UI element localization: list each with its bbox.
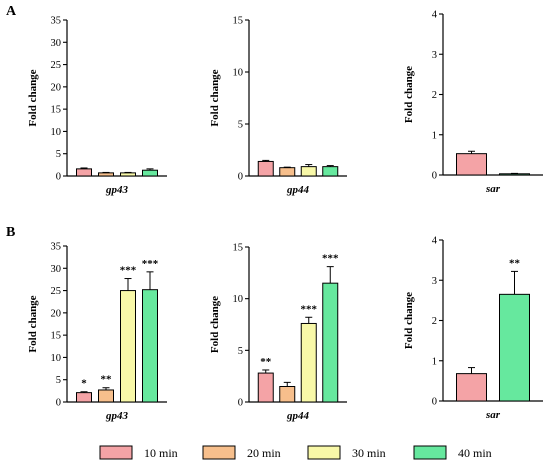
legend-item: 10 min [99,445,178,460]
significance-label: ** [101,374,113,386]
y-tick-label: 5 [56,375,61,386]
legend-label: 20 min [247,446,281,460]
y-tick-label: 2 [432,90,437,101]
y-tick-label: 0 [432,397,437,408]
bar-20-min [98,389,114,403]
bar-10-min [456,373,487,402]
y-axis-title: Fold change [209,69,221,126]
y-tick-label: 10 [233,294,244,305]
y-tick-label: 1 [432,356,437,367]
x-axis-label: gp44 [286,410,310,422]
bar-10-min [456,153,487,176]
y-axis-title: Fold change [403,292,415,349]
panel-label-b: B [6,225,15,240]
bar-40-min [499,173,530,176]
x-axis-label: sar [485,183,501,195]
bar-30-min [300,322,317,403]
legend-swatch [202,445,236,460]
chart-b-sar: 0 1 2 3 4 Fold change sar ** [403,236,543,421]
y-tick-label: 20 [51,308,62,319]
x-axis-label: gp43 [105,184,129,196]
y-tick-label: 20 [51,82,62,93]
bar-20-min [279,167,296,177]
bar-10-min [76,392,92,403]
y-tick-label: 15 [233,16,244,27]
significance-label: ** [260,356,272,368]
legend-swatch [307,445,341,460]
y-tick-label: 10 [51,127,62,138]
significance-label: *** [120,265,137,277]
x-axis-label: sar [485,409,501,421]
y-tick-label: 0 [238,172,243,183]
y-tick-label: 1 [432,130,437,141]
y-tick-label: 5 [56,149,61,160]
bar-20-min [279,386,296,403]
y-tick-label: 4 [432,236,438,247]
x-axis-label: gp43 [105,410,129,422]
y-tick-label: 15 [51,331,62,342]
legend: 10 min 20 min 30 min 40 min [99,445,492,460]
y-tick-label: 15 [233,243,244,254]
bar-10-min [76,168,92,177]
bar-40-min [322,166,339,177]
legend-label: 40 min [458,446,492,460]
y-tick-label: 0 [56,172,61,183]
significance-label: *** [142,258,159,270]
significance-label: *** [301,303,318,315]
chart-a-gp44: 0 5 10 15 Fold change gp44 [209,16,347,196]
panel-label-a: A [6,4,17,19]
bar-30-min [300,166,317,177]
y-tick-label: 10 [51,353,62,364]
legend-swatch [99,445,133,460]
y-tick-label: 30 [51,38,62,49]
legend-item: 30 min [307,445,386,460]
legend-label: 10 min [144,446,178,460]
y-tick-label: 35 [51,242,62,253]
y-tick-label: 0 [56,398,61,409]
y-axis-title: Fold change [403,66,415,123]
y-tick-label: 35 [51,16,62,27]
chart-a-gp43: 0 5 10 15 20 25 30 35 Fold change gp43 [27,16,167,196]
y-tick-label: 4 [432,10,438,21]
legend-swatch [413,445,447,460]
y-tick-label: 25 [51,286,62,297]
bar-10-min [257,372,274,403]
bar-30-min [120,172,136,177]
y-tick-label: 3 [432,50,437,61]
y-tick-label: 15 [51,105,62,116]
y-axis-title: Fold change [27,295,39,352]
significance-label: ** [509,257,521,269]
y-axis-title: Fold change [209,296,221,353]
y-tick-label: 0 [238,398,243,409]
y-tick-label: 10 [233,68,244,79]
significance-label: *** [322,253,339,265]
y-tick-label: 5 [238,346,243,357]
y-axis-title: Fold change [27,69,39,126]
legend-item: 20 min [202,445,281,460]
chart-a-sar: 0 1 2 3 4 Fold change sar [403,10,543,195]
bar-30-min [120,290,136,403]
y-tick-label: 0 [432,171,437,182]
y-tick-label: 2 [432,316,437,327]
y-tick-label: 3 [432,276,437,287]
bar-20-min [98,172,114,177]
bar-40-min [142,289,158,403]
bar-10-min [257,160,274,177]
legend-item: 40 min [413,445,492,460]
legend-label: 30 min [352,446,386,460]
y-tick-label: 30 [51,264,62,275]
bar-40-min [322,282,339,403]
bar-40-min [142,169,158,177]
significance-label: * [81,378,87,390]
y-tick-label: 25 [51,60,62,71]
bar-40-min [499,293,530,402]
y-tick-label: 5 [238,120,243,131]
x-axis-label: gp44 [286,184,310,196]
